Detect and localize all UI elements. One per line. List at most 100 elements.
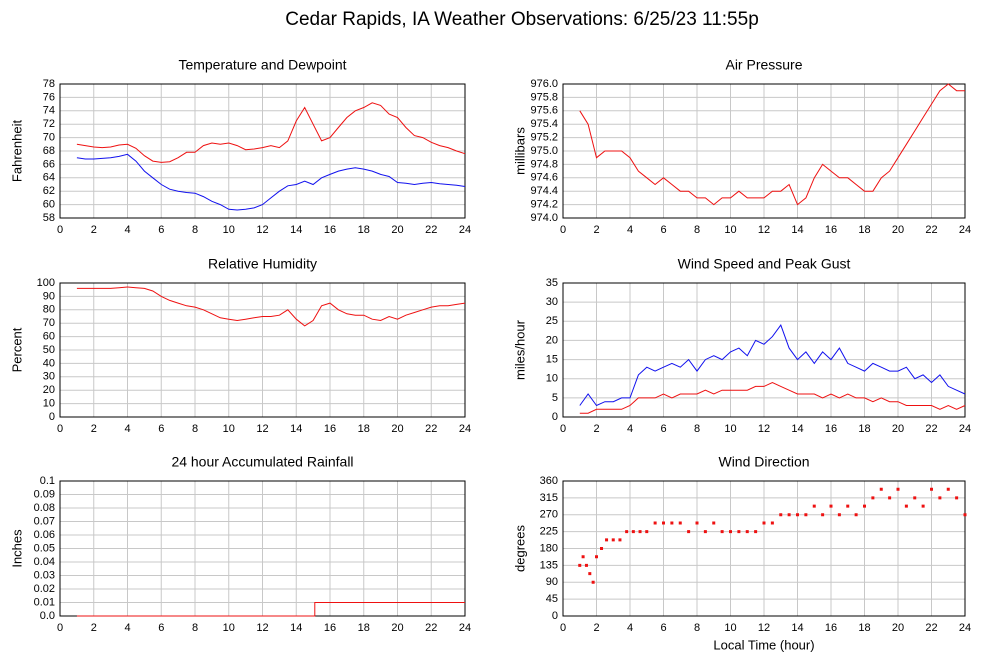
y-tick-label: 5 — [552, 392, 558, 404]
subplot: 24 hour Accumulated Rainfall Inches 0.0 0.0… — [9, 454, 471, 634]
x-tick-label: 20 — [892, 423, 904, 435]
y-axis-label: Percent — [9, 327, 24, 372]
x-tick-label: 10 — [223, 224, 235, 236]
y-tick-label: 35 — [546, 277, 558, 289]
x-tick-label: 18 — [858, 423, 870, 435]
subplot-title: 24 hour Accumulated Rainfall — [171, 454, 353, 470]
x-tick-label: 6 — [660, 423, 666, 435]
data-point — [854, 513, 858, 517]
x-tick-label: 0 — [57, 423, 63, 435]
y-tick-label: 0.05 — [34, 542, 55, 554]
subplot-title: Wind Direction — [718, 454, 809, 470]
x-tick-label: 24 — [459, 622, 471, 634]
y-tick-label: 68 — [43, 145, 55, 157]
y-tick-label: 40 — [43, 357, 55, 369]
data-point — [770, 521, 774, 525]
data-point — [963, 513, 967, 517]
y-tick-label: 976.0 — [530, 78, 558, 90]
x-tick-label: 18 — [358, 224, 370, 236]
x-tick-label: 22 — [425, 622, 437, 634]
data-point — [670, 521, 674, 525]
data-point — [678, 521, 682, 525]
x-tick-label: 0 — [560, 224, 566, 236]
x-tick-label: 16 — [825, 224, 837, 236]
y-tick-label: 0.02 — [34, 583, 55, 595]
y-tick-label: 315 — [540, 492, 558, 504]
data-point — [812, 504, 816, 508]
data-line — [579, 83, 965, 206]
data-point — [913, 496, 917, 500]
x-tick-label: 24 — [959, 622, 971, 634]
y-tick-label: 74 — [43, 105, 55, 117]
x-tick-label: 18 — [358, 423, 370, 435]
data-point — [737, 530, 741, 534]
y-tick-label: 975.0 — [530, 145, 558, 157]
data-point — [712, 521, 716, 525]
data-point — [645, 530, 649, 534]
data-point — [581, 555, 585, 559]
x-tick-label: 8 — [694, 622, 700, 634]
data-point — [591, 580, 595, 584]
x-tick-label: 6 — [660, 224, 666, 236]
y-tick-label: 975.6 — [530, 105, 558, 117]
y-tick-label: 360 — [540, 475, 558, 487]
x-tick-label: 20 — [892, 622, 904, 634]
x-tick-label: 4 — [627, 224, 633, 236]
data-point — [611, 538, 615, 542]
x-tick-label: 14 — [290, 622, 302, 634]
y-tick-label: 0.03 — [34, 569, 55, 581]
y-axis-label: degrees — [512, 525, 527, 572]
plot-frame — [562, 83, 966, 219]
y-tick-label: 0.04 — [34, 556, 55, 568]
y-tick-label: 70 — [43, 317, 55, 329]
data-point — [779, 513, 783, 517]
plot-frame — [562, 480, 966, 617]
x-tick-label: 14 — [290, 224, 302, 236]
x-tick-label: 4 — [124, 622, 130, 634]
x-tick-label: 8 — [694, 224, 700, 236]
data-point — [879, 487, 883, 491]
data-point — [846, 504, 850, 508]
x-tick-label: 6 — [158, 224, 164, 236]
x-tick-label: 0 — [560, 622, 566, 634]
data-point — [600, 547, 604, 550]
y-tick-label: 135 — [540, 559, 558, 571]
y-tick-label: 78 — [43, 78, 55, 90]
y-tick-label: 58 — [43, 212, 55, 224]
x-tick-label: 8 — [192, 622, 198, 634]
y-tick-label: 50 — [43, 344, 55, 356]
x-tick-label: 22 — [925, 622, 937, 634]
x-tick-label: 24 — [959, 423, 971, 435]
y-tick-label: 90 — [546, 576, 558, 588]
x-tick-label: 12 — [758, 224, 770, 236]
data-line — [76, 286, 466, 327]
x-tick-label: 20 — [391, 622, 403, 634]
data-point — [930, 487, 933, 491]
data-point — [787, 513, 791, 517]
x-tick-label: 16 — [825, 622, 837, 634]
plot-frame — [59, 83, 466, 219]
x-tick-label: 22 — [925, 423, 937, 435]
data-point — [605, 538, 609, 542]
data-point — [754, 530, 758, 534]
x-tick-label: 12 — [256, 622, 268, 634]
page-title: Cedar Rapids, IA Weather Observations: 6… — [285, 9, 759, 30]
x-tick-label: 12 — [758, 423, 770, 435]
data-line — [76, 102, 466, 163]
data-point — [595, 555, 598, 559]
data-point — [796, 513, 799, 517]
y-tick-label: 45 — [546, 593, 558, 605]
x-tick-label: 4 — [627, 622, 633, 634]
x-tick-label: 0 — [57, 224, 63, 236]
x-tick-label: 14 — [290, 423, 302, 435]
y-tick-label: 0 — [552, 411, 558, 423]
x-tick-label: 10 — [223, 622, 235, 634]
data-point — [662, 521, 665, 525]
y-tick-label: 10 — [43, 398, 55, 410]
y-tick-label: 64 — [43, 172, 55, 184]
x-tick-label: 16 — [825, 423, 837, 435]
x-tick-label: 12 — [758, 622, 770, 634]
y-tick-label: 30 — [546, 296, 558, 308]
y-tick-label: 0.08 — [34, 502, 55, 514]
